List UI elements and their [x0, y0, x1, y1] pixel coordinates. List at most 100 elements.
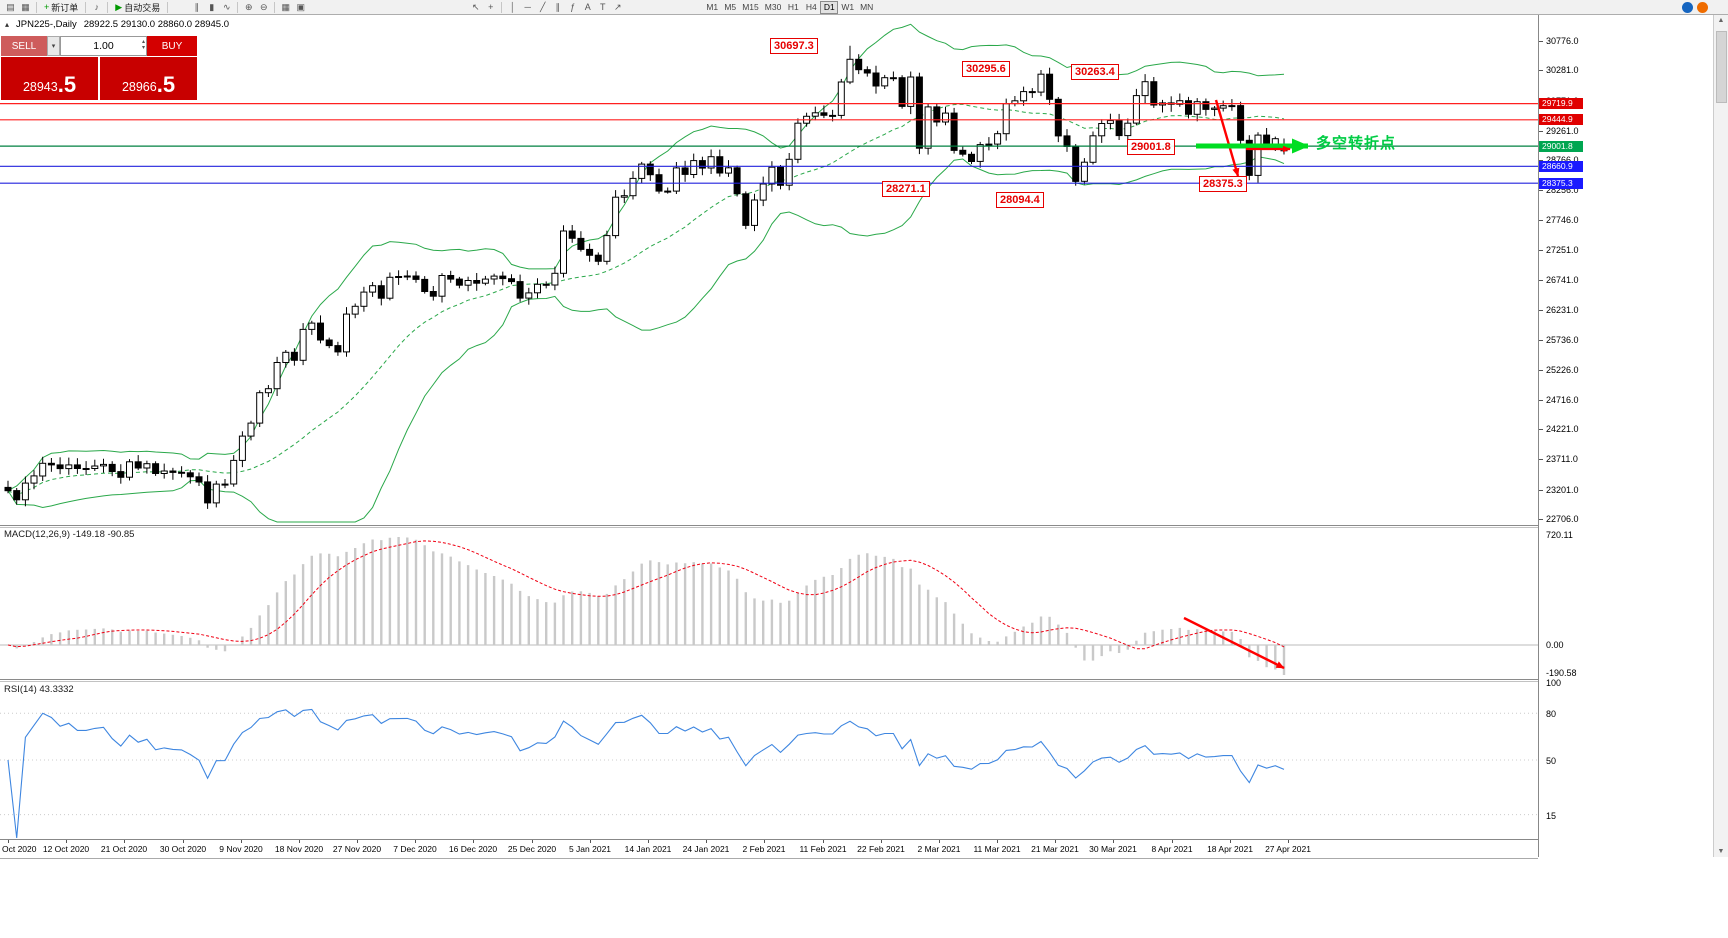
arrow-tool-icon[interactable]: ↗	[613, 1, 622, 12]
price-tag: 29719.9	[1539, 98, 1583, 109]
price-annotation[interactable]: 28094.4	[996, 192, 1044, 208]
timeframe-d1[interactable]: D1	[820, 0, 839, 14]
spinner-down-icon[interactable]: ▾	[141, 45, 145, 51]
time-axis-tick	[881, 840, 882, 843]
label-icon[interactable]: T	[599, 2, 606, 12]
candles	[4, 45, 1288, 509]
time-axis-tick	[823, 840, 824, 843]
horizontal-line-icon[interactable]: ─	[524, 2, 531, 12]
alerts-icon[interactable]	[1697, 2, 1708, 13]
toolbar-separator	[274, 1, 276, 13]
autotrading-button[interactable]: ▶ 自动交易	[115, 1, 161, 13]
sell-price-button[interactable]: 28943.5	[1, 57, 98, 100]
time-axis-tick	[357, 840, 358, 843]
toolbar-right-icons	[1682, 2, 1708, 13]
crosshair-icon[interactable]: +	[488, 2, 494, 12]
chart-note[interactable]: 多空转折点	[1316, 135, 1397, 152]
price-tag: 29001.8	[1539, 141, 1583, 152]
time-axis-tick	[183, 840, 184, 843]
time-axis-label: Oct 2020	[2, 844, 37, 854]
timeframe-h4[interactable]: H4	[805, 2, 817, 12]
macd-label: MACD(12,26,9) -149.18 -90.85	[4, 529, 135, 540]
bars-chart-icon[interactable]: ∥	[194, 1, 199, 12]
chart-window-icon[interactable]: ▤	[6, 1, 15, 12]
timeframe-m5[interactable]: M5	[724, 2, 737, 12]
text-icon[interactable]: A	[584, 2, 591, 12]
fibonacci-icon[interactable]: ƒ	[570, 2, 576, 12]
time-axis-label: 11 Feb 2021	[799, 844, 847, 854]
timeframe-m30[interactable]: M30	[764, 2, 782, 12]
price-annotation[interactable]: 30295.6	[962, 61, 1010, 77]
time-axis-tick	[1288, 840, 1289, 843]
vertical-line-icon[interactable]: │	[509, 2, 516, 12]
price-axis-tick	[1539, 41, 1543, 42]
volume-spinner[interactable]: ▴ ▾	[142, 39, 145, 51]
time-axis-label: 25 Dec 2020	[507, 844, 557, 854]
timeframe-mn[interactable]: MN	[860, 2, 874, 12]
channel-icon[interactable]: ∥	[555, 1, 560, 12]
new-order-button[interactable]: + 新订单	[44, 2, 79, 13]
toolbar-separator	[36, 1, 37, 13]
price-tag: 29444.9	[1539, 114, 1583, 125]
collapse-icon[interactable]: ▴	[5, 20, 10, 29]
community-icon[interactable]	[1682, 2, 1693, 13]
sell-button[interactable]: SELL	[1, 36, 47, 56]
time-axis-label: 21 Oct 2020	[100, 844, 148, 854]
price-annotation[interactable]: 29001.8	[1127, 139, 1175, 155]
price-annotation[interactable]: 28271.1	[882, 181, 930, 197]
volume-dropdown[interactable]: ▾	[47, 36, 60, 56]
price-axis-label: 25736.0	[1546, 335, 1579, 345]
timeframe-m15[interactable]: M15	[742, 2, 759, 12]
chart-canvas[interactable]	[0, 0, 1538, 860]
time-axis-tick	[124, 840, 125, 843]
profile-icon[interactable]: ▦	[21, 1, 30, 12]
timeframe-m1[interactable]: M1	[706, 2, 719, 12]
price-axis-tick	[1539, 490, 1543, 491]
scroll-down-icon[interactable]: ▼	[1717, 848, 1725, 855]
drawn-arrows[interactable]	[1183, 99, 1310, 670]
time-axis-label: 24 Jan 2021	[682, 844, 730, 854]
zoom-in-icon[interactable]: ⊕	[244, 1, 253, 12]
time-axis-label: 8 Apr 2021	[1151, 844, 1193, 854]
price-tag: 28375.3	[1539, 178, 1583, 189]
rsi-label: RSI(14) 43.3332	[4, 684, 74, 695]
scrollbar-thumb[interactable]	[1716, 31, 1727, 103]
time-axis-tick	[473, 840, 474, 843]
price-annotation[interactable]: 30697.3	[770, 38, 818, 54]
price-axis-label: 27251.0	[1546, 245, 1579, 255]
time-axis-tick	[1113, 840, 1114, 843]
time-axis-tick	[1230, 840, 1231, 843]
trendline-icon[interactable]: ╱	[540, 1, 546, 12]
timeframe-h1[interactable]: H1	[787, 2, 799, 12]
buy-price-button[interactable]: 28966.5	[100, 57, 197, 100]
buy-button[interactable]: BUY	[147, 36, 197, 56]
volume-input[interactable]: 1.00 ▴ ▾	[60, 36, 147, 56]
time-axis-tick	[590, 840, 591, 843]
line-chart-icon[interactable]: ∿	[222, 1, 231, 12]
price-annotation[interactable]: 30263.4	[1071, 64, 1119, 80]
tile-windows-icon[interactable]: ▣	[296, 1, 305, 12]
price-tag: 28660.9	[1539, 161, 1583, 172]
timeframe-toolbar: M1 M5 M15 M30 H1 H4 D1 W1 MN	[703, 0, 876, 14]
one-click-trading-widget: SELL ▾ 1.00 ▴ ▾ BUY 28943.5 28966.5	[1, 36, 197, 100]
toolbar-separator	[167, 1, 169, 13]
candlestick-chart-icon[interactable]: ▮	[209, 1, 215, 12]
price-axis-tick	[1539, 310, 1543, 311]
macd-axis-label: 720.11	[1546, 530, 1573, 540]
scroll-up-icon[interactable]: ▲	[1717, 17, 1725, 24]
cursor-icon[interactable]: ↖	[471, 1, 480, 12]
spinner-up-icon[interactable]: ▴	[141, 39, 145, 45]
price-axis-label: 24716.0	[1546, 395, 1579, 405]
time-axis-label: 22 Feb 2021	[857, 844, 905, 854]
price-annotation[interactable]: 28375.3	[1199, 176, 1247, 192]
time-axis-label: 12 Oct 2020	[42, 844, 90, 854]
sound-icon[interactable]: ♪	[94, 2, 100, 12]
time-axis-tick	[241, 840, 242, 843]
price-axis-tick	[1539, 400, 1543, 401]
timeframe-w1[interactable]: W1	[841, 2, 855, 12]
time-axis-label: 16 Dec 2020	[448, 844, 498, 854]
zoom-out-icon[interactable]: ⊖	[259, 1, 268, 12]
price-axis-tick	[1539, 131, 1543, 132]
grid-icon[interactable]: ▦	[281, 1, 290, 12]
vertical-scrollbar[interactable]: ▲ ▼	[1713, 15, 1728, 857]
